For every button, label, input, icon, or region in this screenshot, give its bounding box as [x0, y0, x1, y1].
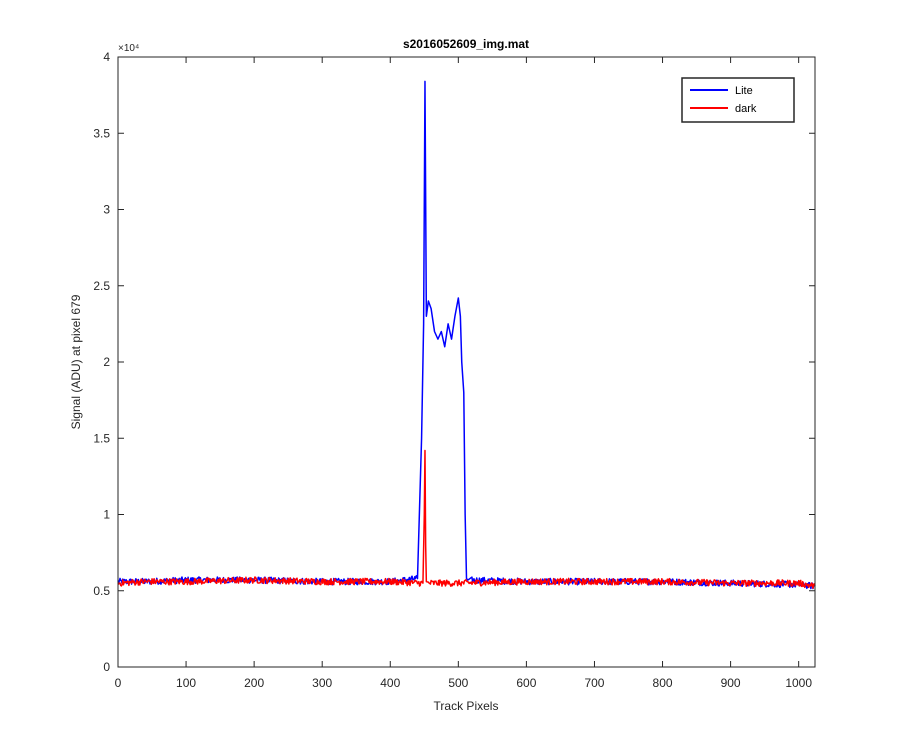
- x-tick-label: 300: [312, 676, 332, 690]
- y-tick-label: 3.5: [93, 126, 110, 140]
- x-tick-label: 400: [380, 676, 400, 690]
- legend-label-dark: dark: [735, 103, 757, 115]
- x-tick-label: 1000: [785, 676, 812, 690]
- x-tick-label: 0: [115, 676, 122, 690]
- x-tick-label: 100: [176, 676, 196, 690]
- y-tick-label: 4: [103, 50, 110, 64]
- y-tick-label: 1: [103, 508, 110, 522]
- x-tick-label: 900: [721, 676, 741, 690]
- x-axis-label: Track Pixels: [434, 699, 499, 713]
- y-exponent-label: ×10⁴: [118, 43, 139, 54]
- y-tick-label: 0.5: [93, 584, 110, 598]
- y-tick-label: 0: [103, 660, 110, 674]
- legend-label-lite: Lite: [735, 85, 753, 97]
- x-tick-label: 500: [448, 676, 468, 690]
- legend: Lite dark: [681, 77, 795, 123]
- x-tick-label: 200: [244, 676, 264, 690]
- x-axis: 0 100 200 300 400 500 600 700 800 900 1000: [115, 57, 812, 690]
- y-tick-label: 2.5: [93, 279, 110, 293]
- x-tick-label: 800: [653, 676, 673, 690]
- series-layer: [117, 80, 816, 590]
- x-tick-label: 600: [516, 676, 536, 690]
- y-axis-label: Signal (ADU) at pixel 679: [69, 294, 83, 429]
- plot-area: [117, 56, 816, 668]
- x-tick-label: 700: [584, 676, 604, 690]
- series-line-dark: [117, 449, 816, 589]
- y-tick-label: 1.5: [93, 431, 110, 445]
- chart-title: s2016052609_img.mat: [403, 37, 529, 51]
- y-axis: 0 0.5 1 1.5 2 2.5 3 3.5 4: [93, 50, 815, 674]
- y-tick-label: 3: [103, 203, 110, 217]
- y-tick-label: 2: [103, 355, 110, 369]
- legend-box: [681, 77, 795, 123]
